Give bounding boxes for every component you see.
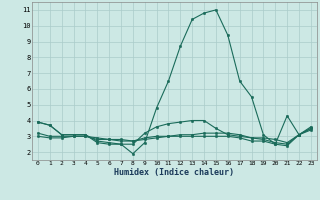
X-axis label: Humidex (Indice chaleur): Humidex (Indice chaleur) <box>115 168 234 177</box>
